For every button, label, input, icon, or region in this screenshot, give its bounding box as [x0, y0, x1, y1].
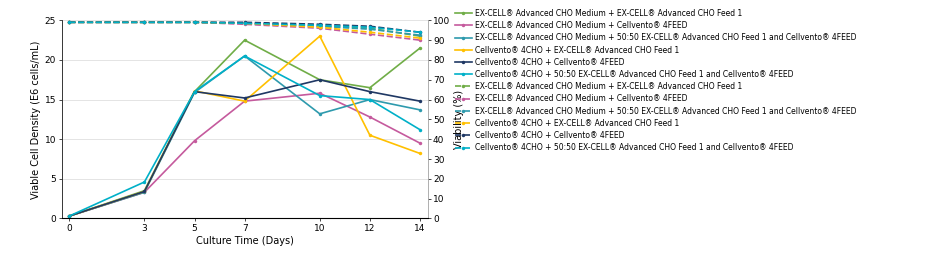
Y-axis label: Viable Cell Density (E6 cells/mL): Viable Cell Density (E6 cells/mL): [30, 40, 41, 199]
Legend: EX-CELL® Advanced CHO Medium + EX-CELL® Advanced CHO Feed 1, EX-CELL® Advanced C: EX-CELL® Advanced CHO Medium + EX-CELL® …: [455, 9, 857, 152]
Y-axis label: Viability (%): Viability (%): [454, 90, 465, 149]
X-axis label: Culture Time (Days): Culture Time (Days): [196, 236, 294, 246]
